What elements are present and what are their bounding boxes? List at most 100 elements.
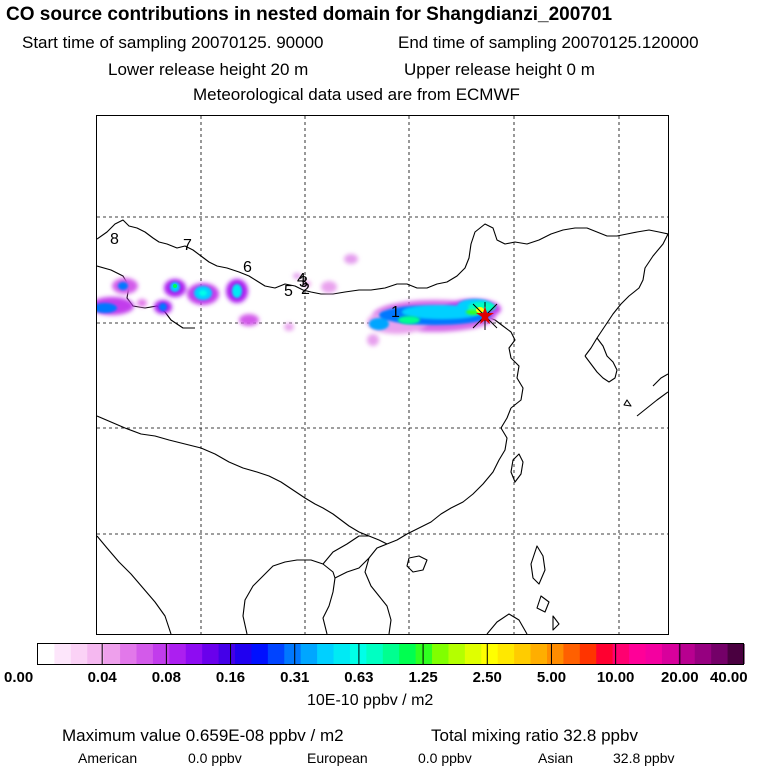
station-marker: [472, 302, 498, 330]
thai-coast: [322, 577, 336, 634]
colorbar-cell: [596, 644, 614, 664]
colorbar-cell: [645, 644, 663, 664]
colorbar-cell: [87, 644, 105, 664]
upper-release-text: Upper release height 0 m: [404, 60, 595, 79]
colorbar-cell: [711, 644, 729, 664]
colorbar-tick-label: 0.31: [280, 669, 310, 686]
colorbar-cell: [727, 644, 745, 664]
colorbar-tick-label: 0.08: [151, 669, 181, 686]
lower-release-text: Lower release height 20 m: [108, 60, 309, 79]
colorbar-cell: [284, 644, 302, 664]
colorbar-tick-label: 0.16: [215, 669, 246, 686]
colorbar-cell: [202, 644, 220, 664]
colorbar-cell: [333, 644, 351, 664]
bohai-coast: [484, 315, 524, 409]
indochina-coast: [364, 543, 392, 634]
trajectory-label-2: 2: [301, 281, 310, 298]
colorbar-cell: [481, 644, 499, 664]
trajectory-label-1: 1: [391, 304, 400, 321]
colorbar-cell: [432, 644, 450, 664]
max-value-text: Maximum value 0.659E-08 ppbv / m2: [62, 726, 344, 745]
colorbar-cell: [382, 644, 400, 664]
kazakh-border: [97, 265, 195, 329]
total-mixing-text: Total mixing ratio 32.8 ppbv: [431, 726, 638, 745]
colorbar-cell: [661, 644, 679, 664]
philippines-luzon: [530, 545, 546, 585]
colorbar-cell: [38, 644, 56, 664]
colorbar-cell: [530, 644, 548, 664]
colorbar-cell: [579, 644, 597, 664]
japan-honshu: [636, 391, 668, 417]
colorbar-tick-label: 10.00: [596, 669, 635, 686]
colorbar-cell: [448, 644, 466, 664]
colorbar-cell: [267, 644, 285, 664]
indochina-border: [334, 557, 370, 579]
himalaya-border: [97, 415, 388, 545]
borneo-coast: [486, 613, 528, 634]
colorbar-cell: [136, 644, 154, 664]
start-time-text: Start time of sampling 20070125. 90000: [22, 33, 324, 52]
colorbar-cell: [235, 644, 253, 664]
hainan: [406, 555, 428, 573]
myanmar-coast: [242, 559, 336, 634]
asian-value: 32.8 ppbv: [613, 750, 675, 766]
colorbar-cell: [497, 644, 515, 664]
map-canvas: 1 2 3 4 5 6 7 8: [97, 116, 668, 634]
map-panel: 1 2 3 4 5 6 7 8: [96, 115, 669, 635]
american-value: 0.0 ppbv: [188, 750, 242, 766]
colorbar-cell: [218, 644, 236, 664]
trajectory-label-4: 4: [297, 271, 306, 288]
colorbar-cell: [54, 644, 72, 664]
colorbar-tick-label: 5.00: [536, 669, 567, 686]
north-border: [97, 219, 668, 295]
colorbar-cell: [399, 644, 417, 664]
india-coast: [97, 535, 172, 634]
grid-lines: [97, 116, 668, 634]
colorbar-tick-label: 1.25: [408, 669, 438, 686]
trajectory-label-7: 7: [183, 237, 192, 254]
tsushima: [623, 399, 632, 407]
japan-kyushu: [652, 373, 668, 387]
trajectory-label-6: 6: [243, 259, 252, 276]
colorbar-cell: [317, 644, 335, 664]
colorbar-cell: [300, 644, 318, 664]
american-label: American: [78, 750, 138, 766]
laos-border: [322, 535, 369, 565]
colorbar-cell: [120, 644, 138, 664]
colorbar-cell: [169, 644, 187, 664]
colorbar-cell: [464, 644, 482, 664]
colorbar-cell: [251, 644, 269, 664]
philippines-islands: [536, 595, 560, 631]
colorbar-cell: [415, 644, 433, 664]
colorbar-cell: [514, 644, 532, 664]
colorbar-cell: [103, 644, 121, 664]
east-china-coast: [386, 407, 512, 545]
colorbar-cell: [694, 644, 712, 664]
colorbar-cell: [70, 644, 88, 664]
colorbar-units: 10E-10 ppbv / m2: [307, 692, 434, 709]
taiwan: [510, 453, 524, 483]
colorbar-cell: [629, 644, 647, 664]
coastline-borders: [97, 219, 668, 634]
european-label: European: [307, 750, 368, 766]
plot-title: CO source contributions in nested domain…: [6, 4, 613, 25]
colorbar-tick-label: 2.50: [472, 669, 502, 686]
trajectory-labels: 1 2 3 4 5 6 7 8: [110, 231, 400, 321]
colorbar-cell: [678, 644, 696, 664]
asian-label: Asian: [538, 750, 574, 766]
colorbar-cell: [366, 644, 384, 664]
european-value: 0.0 ppbv: [418, 750, 472, 766]
trajectory-label-5: 5: [284, 283, 293, 300]
colorbar-tick-label: 40.00: [710, 669, 748, 686]
source-contribution-field: [97, 254, 501, 346]
colorbar: [37, 643, 745, 665]
colorbar-tick-label: 0.04: [87, 669, 117, 686]
met-data-text: Meteorological data used are from ECMWF: [193, 85, 520, 104]
colorbar-cell: [612, 644, 630, 664]
colorbar-cell: [546, 644, 564, 664]
colorbar-cell: [185, 644, 203, 664]
colorbar-tick-label: 0.00: [4, 669, 34, 686]
colorbar-cell: [152, 644, 170, 664]
trajectory-label-8: 8: [110, 231, 119, 248]
colorbar-cell: [563, 644, 581, 664]
